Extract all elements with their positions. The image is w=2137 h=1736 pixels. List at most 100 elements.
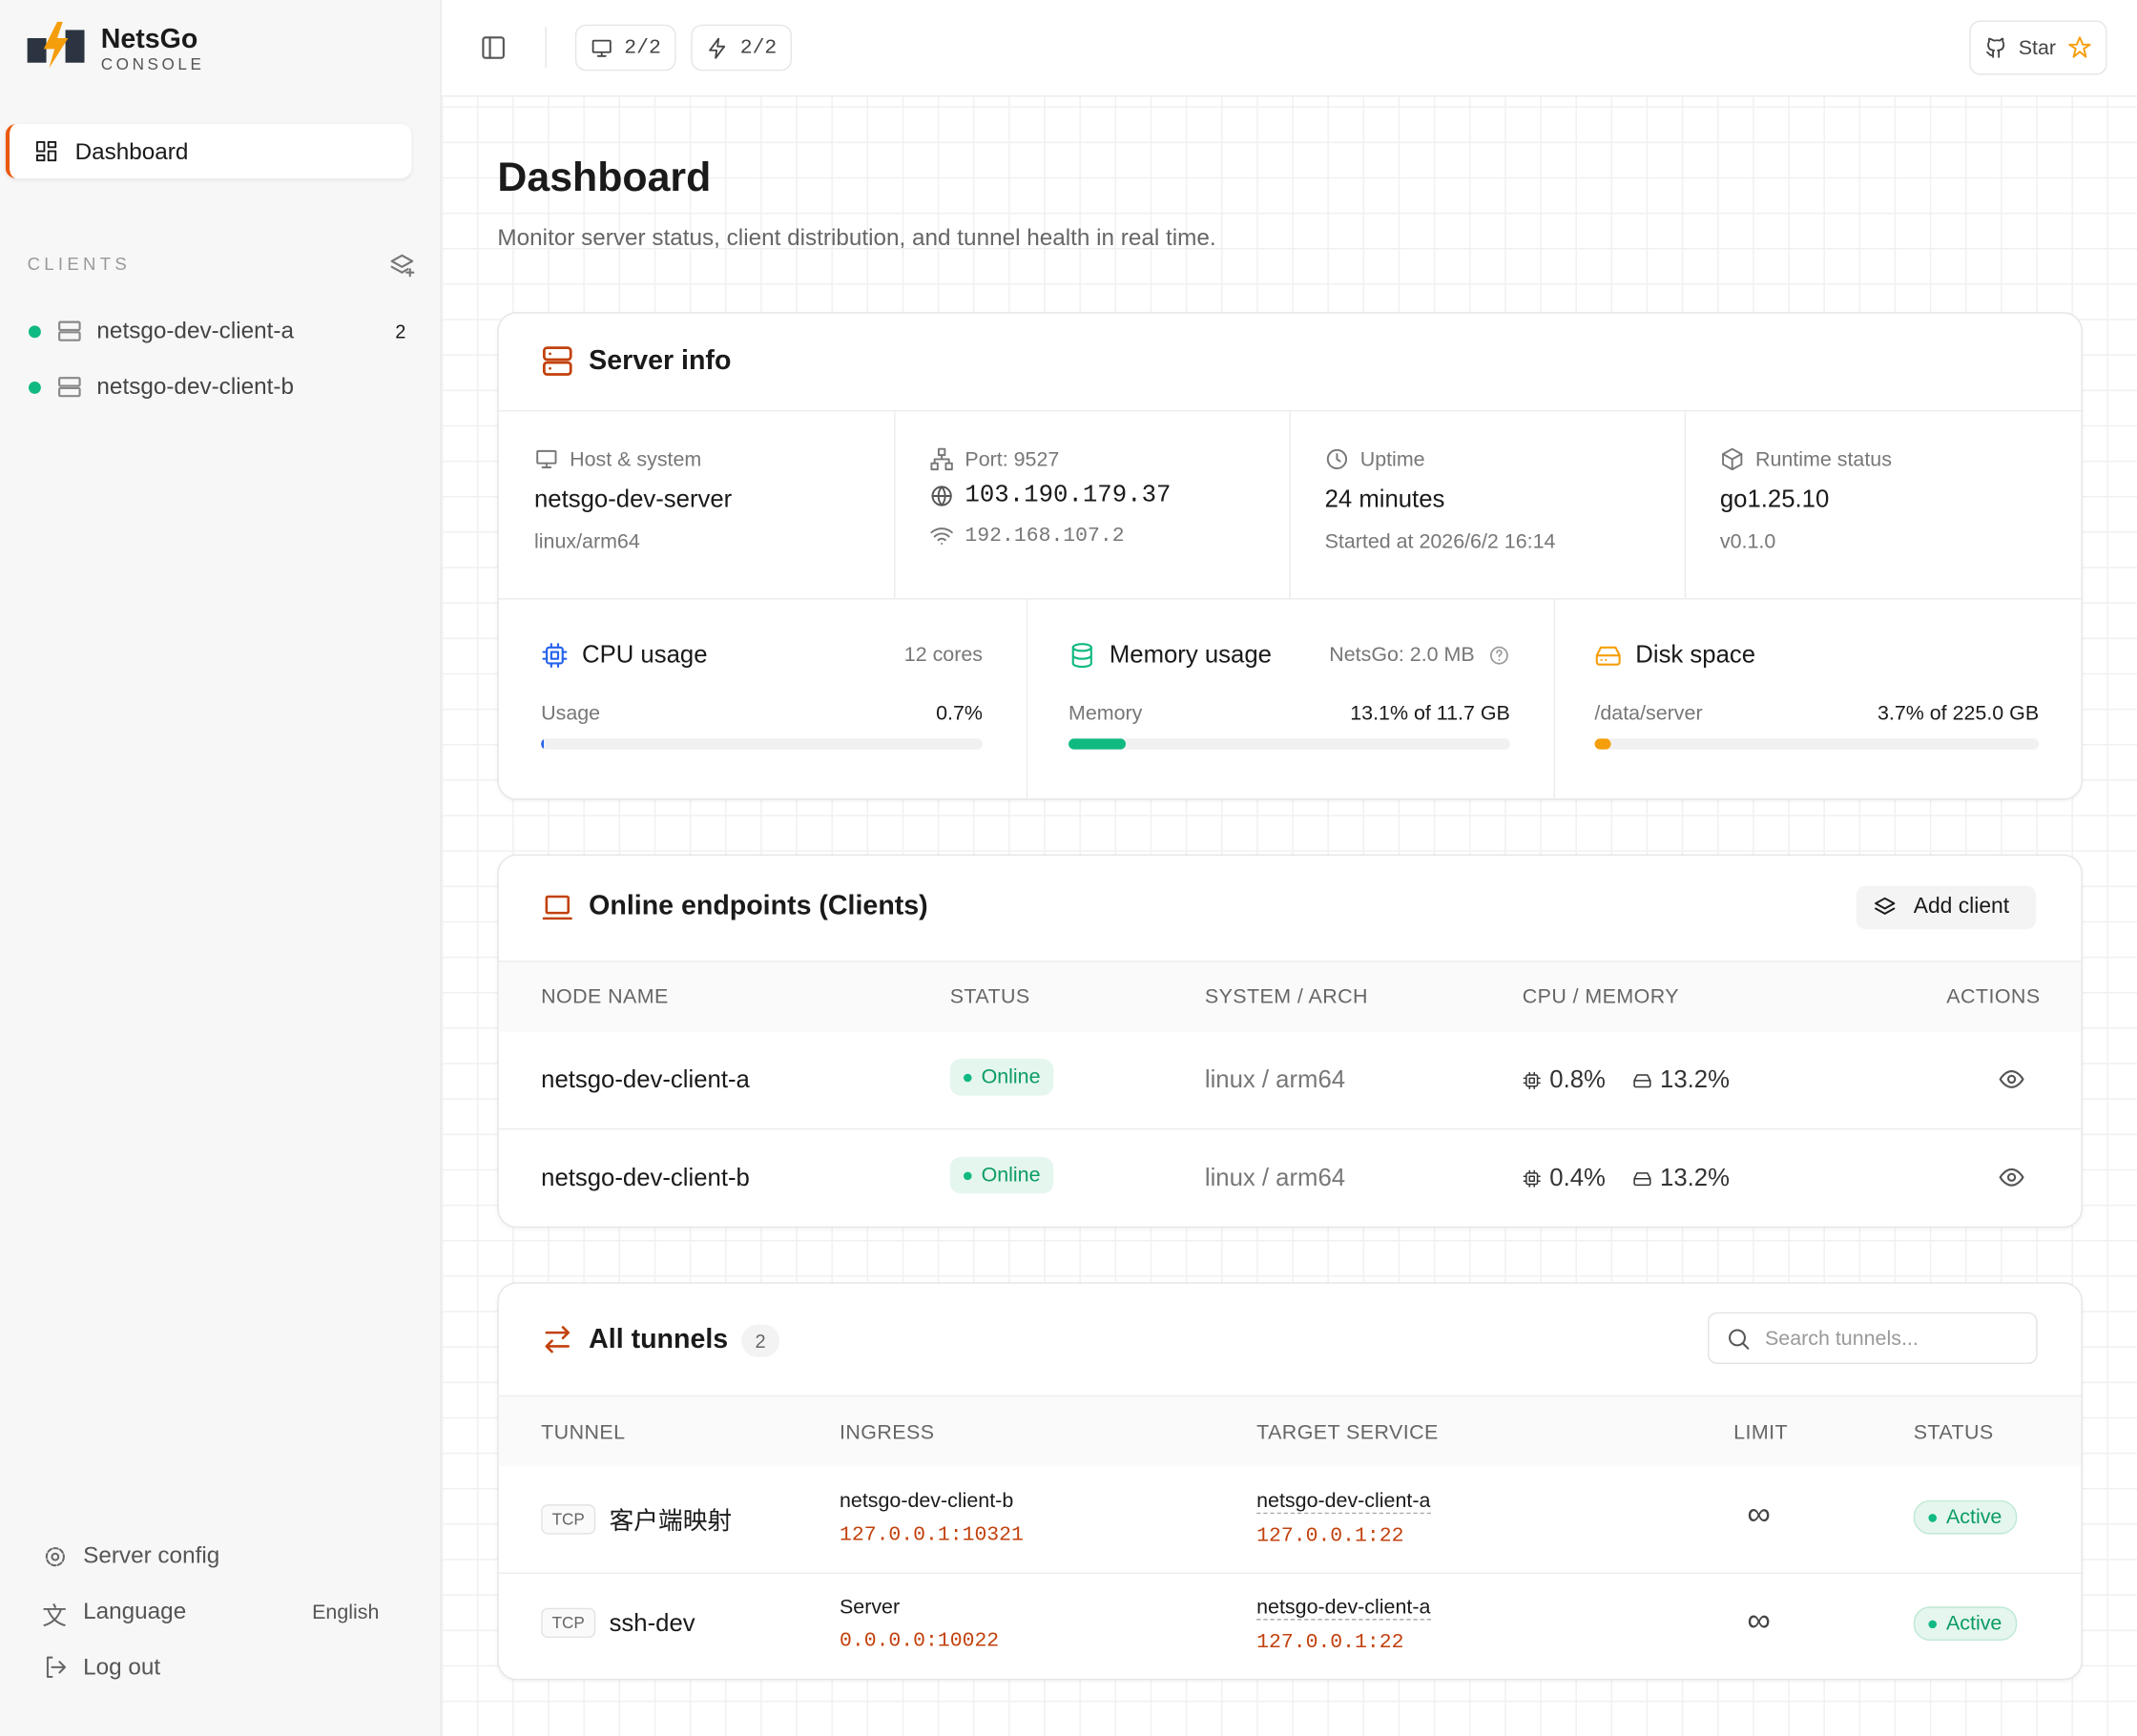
icon	[1633, 1073, 1651, 1087]
decoration	[27, 37, 47, 63]
decoration: Disk space	[1594, 640, 2039, 669]
divider	[498, 1572, 2082, 1574]
decoration	[47, 140, 57, 149]
decoration	[1633, 1073, 1651, 1087]
server-config[interactable]: Server config	[83, 1542, 220, 1569]
info-cell: Uptime 24 minutes Started at 2026/6/2 16…	[1325, 447, 1556, 553]
card-title: All tunnels	[589, 1324, 729, 1354]
placeholder: Search tunnels...	[1764, 1326, 1919, 1350]
decoration	[2067, 36, 2090, 58]
node-name[interactable]: netsgo-dev-client-b	[541, 1163, 750, 1191]
brand-sub: CONSOLE	[100, 54, 205, 74]
add-client-button[interactable]: Add client	[1856, 885, 2037, 930]
decoration	[51, 1552, 60, 1561]
star-label: Star	[2018, 35, 2057, 60]
column-header: STATUS	[1913, 1420, 1994, 1445]
icon	[931, 486, 952, 506]
decoration: CPU usage 12 cores	[541, 640, 983, 669]
status-badge: Online	[949, 1058, 1054, 1096]
divider	[498, 598, 2082, 600]
cpu-mem: 0.8% 13.2%	[1523, 1065, 1730, 1094]
decoration	[550, 650, 560, 660]
divider	[1289, 411, 1291, 599]
node-name[interactable]: netsgo-dev-client-a	[541, 1065, 750, 1093]
decoration	[43, 21, 69, 69]
decoration: /data/server 3.7% of 225.0 GB	[1594, 702, 2039, 725]
progress-fill	[1594, 738, 1611, 750]
icon	[1999, 1070, 2024, 1088]
usage-meta: 12 cores	[903, 643, 983, 667]
decoration: Port: 9527	[929, 447, 1171, 472]
column-header: SYSTEM / ARCH	[1204, 984, 1368, 1009]
status-text: Active	[1945, 1505, 2002, 1529]
decoration	[1528, 1174, 1535, 1182]
decoration	[963, 1170, 972, 1180]
decoration	[1729, 1328, 1746, 1346]
decoration	[541, 462, 552, 468]
clients-card: Online endpoints (Clients) Add client NO…	[497, 854, 2083, 1229]
decoration: Usage 0.7%	[541, 702, 983, 725]
icon	[542, 895, 572, 920]
target-addr: 127.0.0.1:22	[1256, 1630, 1404, 1655]
decoration	[1523, 1168, 1541, 1188]
tunnels-pill[interactable]: 2/2	[691, 24, 793, 72]
cell-label: Host & system	[570, 447, 702, 471]
server-info-card: Server info Host & system netsgo-dev-ser…	[497, 312, 2083, 800]
toggle-sidebar[interactable]	[480, 34, 508, 62]
decoration	[546, 646, 564, 664]
status-dot	[28, 381, 41, 394]
decoration: Uptime	[1325, 447, 1556, 472]
decoration	[1633, 1171, 1651, 1186]
pill-text: 2/2	[739, 35, 778, 60]
cell-sub: v0.1.0	[1719, 529, 1776, 553]
tunnels-card: All tunnels 2 Search tunnels... TUNNEL I…	[497, 1282, 2083, 1681]
icon	[1729, 1328, 1750, 1350]
add-client-icon[interactable]	[388, 252, 416, 279]
decoration	[1528, 1076, 1535, 1084]
decoration	[1071, 642, 1092, 651]
decoration	[482, 36, 505, 59]
ingress-addr: 0.0.0.0:10022	[839, 1629, 1000, 1653]
view-button[interactable]	[1998, 1164, 2025, 1198]
decoration	[536, 449, 557, 465]
decoration	[931, 486, 952, 506]
nav-dashboard[interactable]: Dashboard	[5, 123, 412, 179]
column-header: TUNNEL	[541, 1420, 626, 1445]
cell-sub: 192.168.107.2	[965, 524, 1125, 548]
client-count: 2	[395, 320, 406, 342]
progress-track	[541, 738, 983, 750]
decoration	[1928, 1513, 1937, 1521]
logout[interactable]: Log out	[83, 1654, 161, 1681]
decoration	[596, 51, 607, 57]
client-row: netsgo-dev-client-a Online linux / arm64…	[499, 1031, 2082, 1127]
icon	[1633, 1171, 1651, 1186]
decoration	[1722, 453, 1743, 471]
column-header: LIMIT	[1733, 1420, 1789, 1445]
logo	[27, 21, 85, 69]
search-input[interactable]: Search tunnels...	[1707, 1312, 2038, 1364]
usage-label: /data/server	[1594, 701, 1703, 725]
sidebar-client[interactable]: netsgo-dev-client-b	[0, 369, 440, 407]
icon	[1875, 897, 1896, 915]
icon	[45, 1547, 65, 1567]
decoration	[963, 1072, 972, 1082]
star-button[interactable]: Star	[1969, 20, 2106, 75]
table-head	[498, 1396, 2082, 1467]
cpu: 0.4%	[1549, 1163, 1606, 1191]
limit: ∞	[1747, 1496, 1771, 1534]
language-value: English	[312, 1601, 380, 1624]
icon	[46, 1656, 67, 1679]
decoration	[390, 265, 409, 274]
decoration: 192.168.107.2	[929, 524, 1171, 548]
nav-label: Dashboard	[74, 138, 189, 165]
clients-pill[interactable]: 2/2	[574, 24, 676, 72]
decoration	[65, 30, 85, 63]
divider	[498, 1395, 2082, 1397]
view-button[interactable]	[1998, 1065, 2025, 1100]
mem: 13.2%	[1660, 1065, 1730, 1093]
topbar: 2/2 2/2 Star	[441, 0, 2137, 97]
icon	[1999, 1168, 2024, 1187]
divider	[545, 27, 547, 69]
sidebar-client[interactable]: netsgo-dev-client-a 2	[0, 314, 440, 352]
language[interactable]: Language	[83, 1598, 187, 1624]
